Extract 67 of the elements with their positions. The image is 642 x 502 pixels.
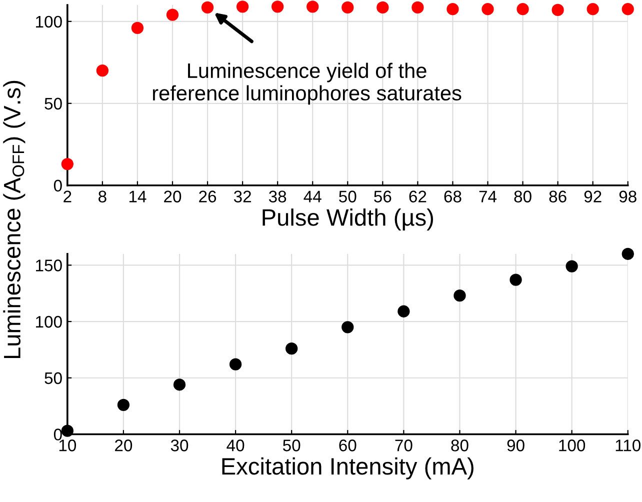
x-tick-label: 20: [164, 190, 182, 202]
x-axis-title: Excitation Intensity (mA): [222, 457, 474, 480]
x-tick-label: 8: [98, 190, 106, 202]
x-tick-label: 44: [304, 190, 322, 202]
y-tick-label: 150: [36, 260, 62, 272]
x-tick-label: 56: [374, 190, 392, 202]
y-tick-label: 0: [54, 180, 62, 192]
point: [201, 1, 214, 14]
x-tick-label: 2: [64, 190, 72, 202]
x-tick-label: 70: [395, 440, 412, 452]
point: [566, 260, 578, 272]
x-tick-label: 98: [619, 190, 636, 202]
x-tick-label: 80: [514, 190, 532, 202]
y-tick-label: 50: [44, 98, 62, 110]
point: [482, 3, 494, 16]
point: [622, 3, 634, 16]
x-tick-label: 90: [507, 440, 524, 452]
point: [586, 3, 599, 16]
x-tick-label: 30: [170, 440, 188, 452]
point: [454, 290, 466, 302]
y-tick-label: 100: [36, 316, 62, 328]
point: [117, 398, 130, 411]
point: [412, 1, 424, 14]
x-tick-label: 40: [226, 440, 244, 452]
x-tick-label: 62: [409, 190, 426, 202]
annotation: Luminescence yield of the reference luminophores saturates: [152, 62, 462, 105]
point: [96, 64, 109, 77]
x-tick-label: 50: [282, 440, 300, 452]
point: [552, 4, 564, 16]
x-tick-label: 92: [584, 190, 602, 202]
x-tick-label: 100: [559, 440, 586, 452]
x-tick-label: 50: [339, 190, 356, 202]
point: [342, 1, 354, 14]
point: [236, 0, 249, 13]
x-tick-label: 60: [339, 440, 356, 452]
point: [622, 248, 634, 260]
x-tick-label: 32: [234, 190, 251, 202]
y-axis-title: Luminescence (A$_{OFF}$) (V.s): [3, 80, 26, 358]
x-tick-label: 20: [115, 440, 132, 452]
y-tick-label: 100: [36, 16, 62, 28]
x-tick-label: 74: [479, 190, 497, 202]
point: [446, 3, 459, 16]
point: [306, 0, 319, 13]
x-tick-label: 26: [199, 190, 216, 202]
x-tick-label: 80: [451, 440, 468, 452]
x-axis-title: Pulse Width (µs): [262, 208, 434, 231]
point: [173, 378, 186, 391]
x-tick-label: 38: [268, 190, 286, 202]
point: [398, 305, 410, 318]
point: [342, 321, 354, 334]
point: [376, 1, 389, 14]
point: [61, 158, 74, 170]
point: [286, 342, 298, 355]
point: [510, 274, 522, 286]
point: [131, 22, 144, 34]
point: [516, 3, 529, 16]
y-tick-label: 0: [54, 428, 62, 440]
point: [272, 0, 284, 13]
point: [61, 424, 74, 437]
x-tick-label: 14: [129, 190, 146, 202]
x-tick-label: 86: [549, 190, 566, 202]
point: [229, 358, 242, 370]
x-tick-label: 110: [616, 440, 641, 452]
x-tick-label: 68: [444, 190, 462, 202]
y-tick-label: 50: [44, 372, 62, 384]
point: [166, 8, 179, 21]
x-tick-label: 10: [59, 440, 76, 452]
